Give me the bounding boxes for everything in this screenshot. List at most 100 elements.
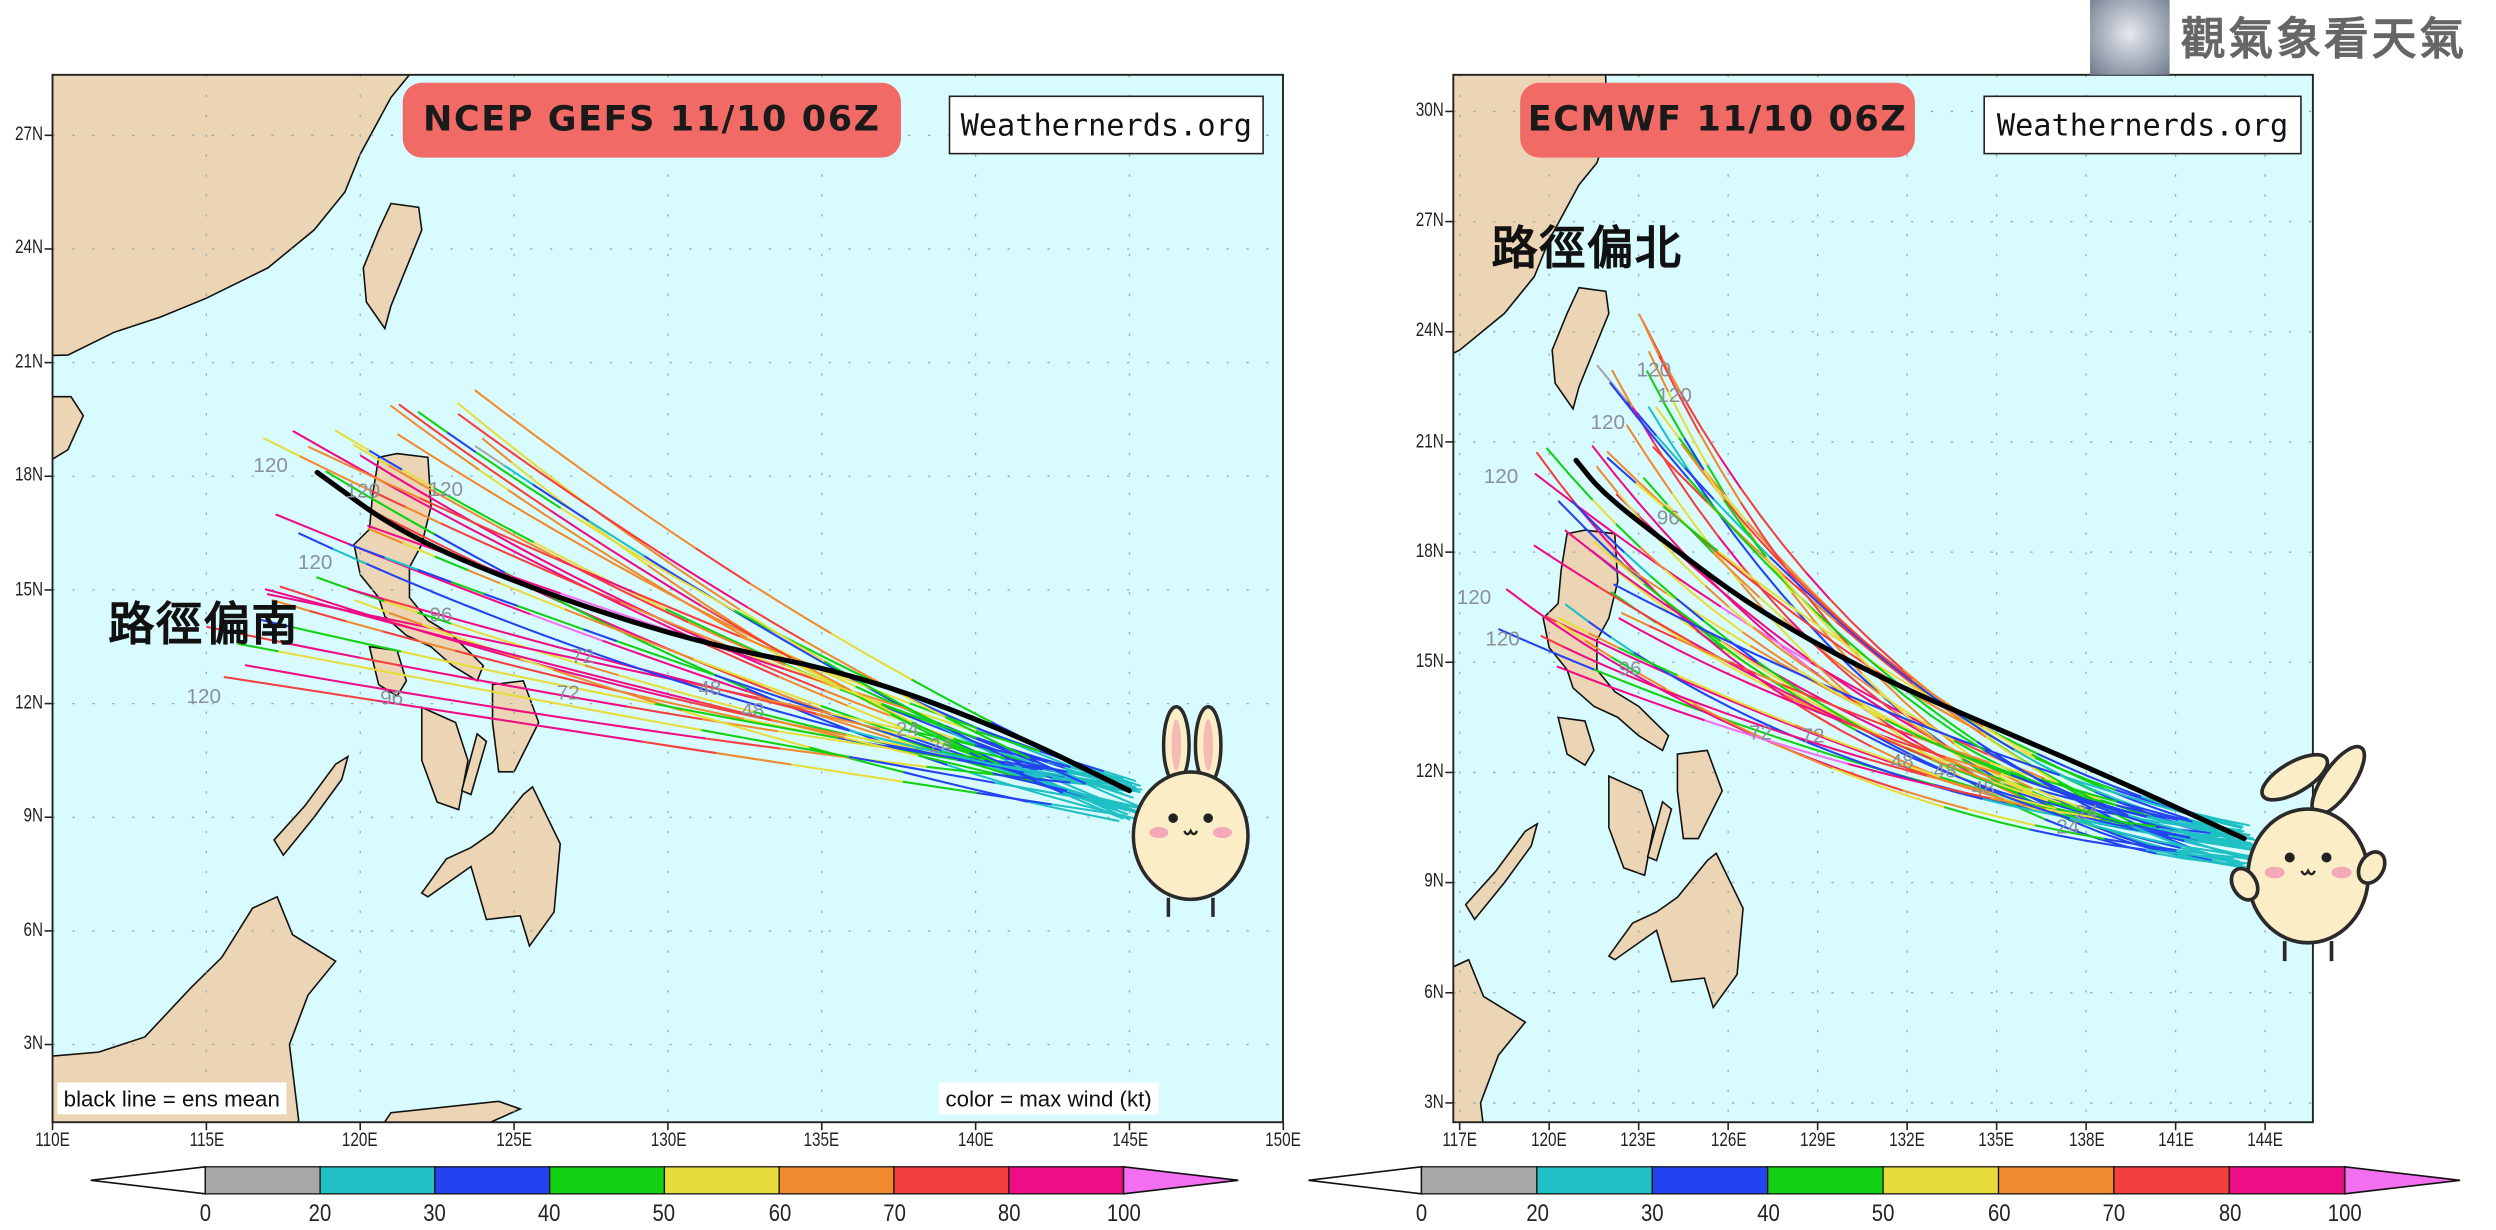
track-segment — [1837, 665, 1866, 690]
track-segment — [1747, 675, 1774, 691]
track-segment — [1860, 671, 1887, 698]
colorbar-swatch — [204, 1166, 321, 1195]
track-segment — [1718, 636, 1747, 651]
track-segment — [726, 716, 766, 726]
track-segment — [371, 616, 410, 629]
track-segment — [244, 633, 285, 644]
track-segment — [540, 469, 572, 493]
track-segment — [907, 738, 942, 752]
track-segment — [418, 533, 453, 552]
track-segment — [473, 450, 505, 472]
track-segment — [510, 542, 543, 561]
track-segment — [2046, 799, 2077, 811]
track-segment — [1638, 545, 1666, 571]
map-title-ecmwf: ECMWF 11/10 06Z — [1520, 82, 1915, 158]
track-segment — [809, 727, 847, 737]
track-segment — [1884, 724, 1913, 737]
track-segment — [993, 750, 1024, 766]
track-segment — [1798, 686, 1829, 704]
track-segment — [2074, 808, 2106, 819]
track-segment — [2216, 841, 2247, 849]
track-segment — [1690, 564, 1718, 589]
track-segment — [1657, 354, 1680, 396]
track-segment — [1929, 757, 1962, 771]
track-segment — [565, 527, 598, 550]
bunny-arm — [2229, 866, 2260, 902]
track-segment — [2021, 799, 2057, 810]
track-segment — [614, 537, 645, 557]
track-segment — [526, 581, 561, 595]
track-segment — [417, 639, 456, 652]
track-segment — [879, 692, 910, 710]
track-segment — [1639, 597, 1668, 613]
track-segment — [472, 678, 513, 688]
track-segment — [548, 692, 589, 701]
track-segment — [2056, 834, 2088, 842]
track-segment — [479, 645, 518, 657]
colorbar-1 — [1308, 1165, 2461, 1195]
track-segment — [600, 639, 639, 655]
track-segment — [1646, 660, 1678, 677]
track-segment — [1596, 364, 1628, 403]
track-segment — [358, 656, 399, 667]
track-segment — [344, 620, 383, 633]
track-segment — [751, 757, 792, 766]
colorbar-label: 20 — [308, 1200, 332, 1228]
track-segment — [1779, 730, 1810, 742]
forecast-hour-label: 120 — [1590, 409, 1625, 434]
track-segment — [1705, 687, 1737, 702]
track-segment — [2044, 800, 2076, 812]
colorbar-label: 100 — [2327, 1200, 2362, 1228]
track-segment — [1613, 583, 1642, 600]
track-segment — [279, 585, 318, 600]
track-segment — [300, 597, 338, 610]
track-segment — [486, 434, 518, 458]
track-segment — [1672, 473, 1697, 507]
colorbar-label: 0 — [1415, 1200, 1428, 1228]
track-segment — [620, 589, 656, 608]
track-segment — [2102, 837, 2141, 846]
forecast-hour-label: 96 — [1656, 505, 1680, 530]
track-segment — [1664, 404, 1686, 439]
track-segment — [1617, 561, 1645, 585]
track-segment — [477, 468, 509, 491]
track-segment — [1780, 683, 1809, 697]
track-segment — [1766, 592, 1795, 615]
track-segment — [1636, 573, 1667, 594]
track-segment — [1874, 770, 1906, 780]
track-segment — [1583, 638, 1613, 658]
track-segment — [398, 576, 434, 594]
track-segment — [1661, 504, 1691, 530]
track-segment — [845, 704, 883, 721]
forecast-hour-label: 120 — [1456, 584, 1492, 609]
track-segment — [1595, 465, 1619, 494]
track-segment — [1896, 717, 1926, 735]
track-segment — [2087, 775, 2116, 788]
track-segment — [399, 650, 438, 661]
track-segment — [529, 431, 560, 454]
track-segment — [878, 698, 913, 712]
track-segment — [1981, 725, 2008, 742]
track-segment — [853, 685, 886, 701]
track-segment — [399, 536, 434, 550]
lon-tick-label: 129E — [1799, 1128, 1836, 1151]
track-segment — [822, 689, 857, 704]
track-segment — [266, 593, 304, 603]
track-segment — [1677, 393, 1700, 433]
track-segment — [943, 715, 974, 733]
lat-tick-label: 21N — [14, 349, 43, 373]
track-segment — [752, 621, 783, 640]
track-segment — [417, 411, 448, 434]
track-segment — [755, 681, 790, 696]
track-segment — [1743, 570, 1773, 594]
track-segment — [1093, 799, 1128, 812]
track-segment — [883, 663, 912, 681]
track-segment — [1627, 542, 1661, 567]
track-segment — [327, 450, 365, 472]
lon-tick-label: 145E — [1111, 1128, 1148, 1151]
track-segment — [1616, 646, 1649, 663]
track-segment — [782, 667, 817, 681]
track-segment — [811, 690, 848, 707]
track-segment — [1587, 631, 1619, 649]
track-segment — [549, 654, 586, 667]
